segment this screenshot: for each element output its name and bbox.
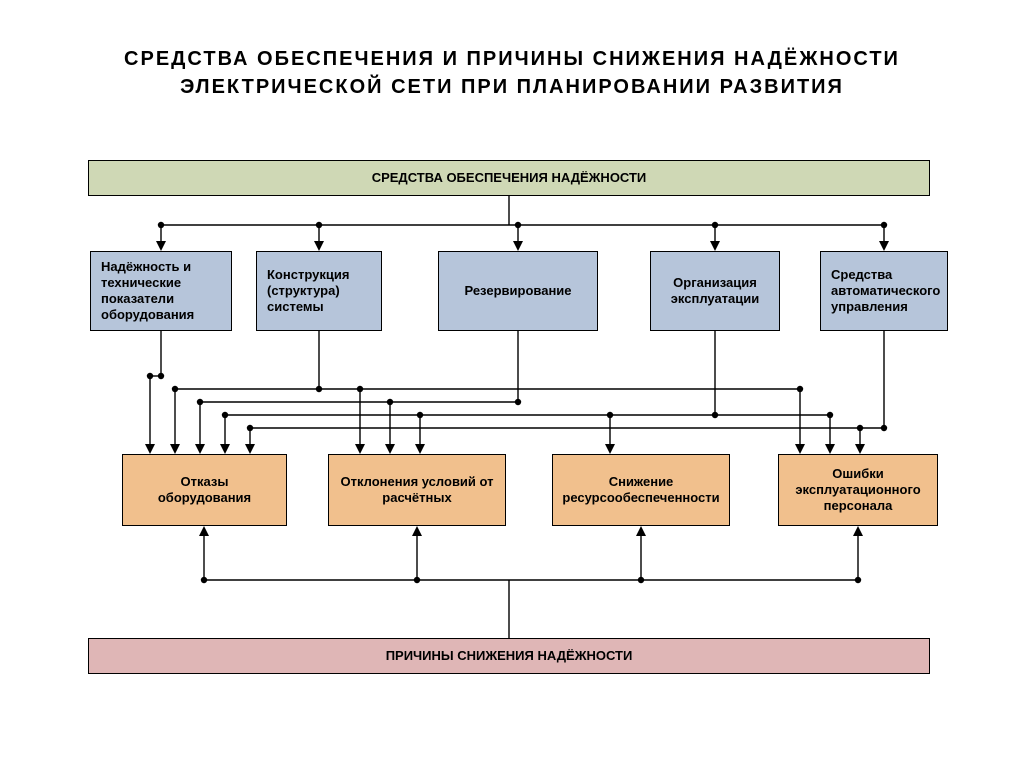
means-box-reservation: Резервирование [438,251,598,331]
header-means: СРЕДСТВА ОБЕСПЕЧЕНИЯ НАДЁЖНОСТИ [88,160,930,196]
header-means-label: СРЕДСТВА ОБЕСПЕЧЕНИЯ НАДЁЖНОСТИ [372,170,647,186]
means-box-construction: Конструкция (структура) системы [256,251,382,331]
cause-box-deviation: Отклонения условий от расчётных [328,454,506,526]
means-box-reliability: Надёжность и технические показатели обор… [90,251,232,331]
page-title: СРЕДСТВА ОБЕСПЕЧЕНИЯ И ПРИЧИНЫ СНИЖЕНИЯ … [0,45,1024,101]
title-line-1: СРЕДСТВА ОБЕСПЕЧЕНИЯ И ПРИЧИНЫ СНИЖЕНИЯ … [124,48,900,70]
header-causes: ПРИЧИНЫ СНИЖЕНИЯ НАДЁЖНОСТИ [88,638,930,674]
means-box-automatic: Средства автоматического управления [820,251,948,331]
cause-box-failures: Отказы оборудования [122,454,287,526]
title-line-2: ЭЛЕКТРИЧЕСКОЙ СЕТИ ПРИ ПЛАНИРОВАНИИ РАЗВ… [180,76,844,98]
cause-box-resource: Снижение ресурсообеспеченности [552,454,730,526]
header-causes-label: ПРИЧИНЫ СНИЖЕНИЯ НАДЁЖНОСТИ [386,648,633,664]
cause-box-errors: Ошибки эксплуатационного персонала [778,454,938,526]
means-box-operation: Организация эксплуатации [650,251,780,331]
